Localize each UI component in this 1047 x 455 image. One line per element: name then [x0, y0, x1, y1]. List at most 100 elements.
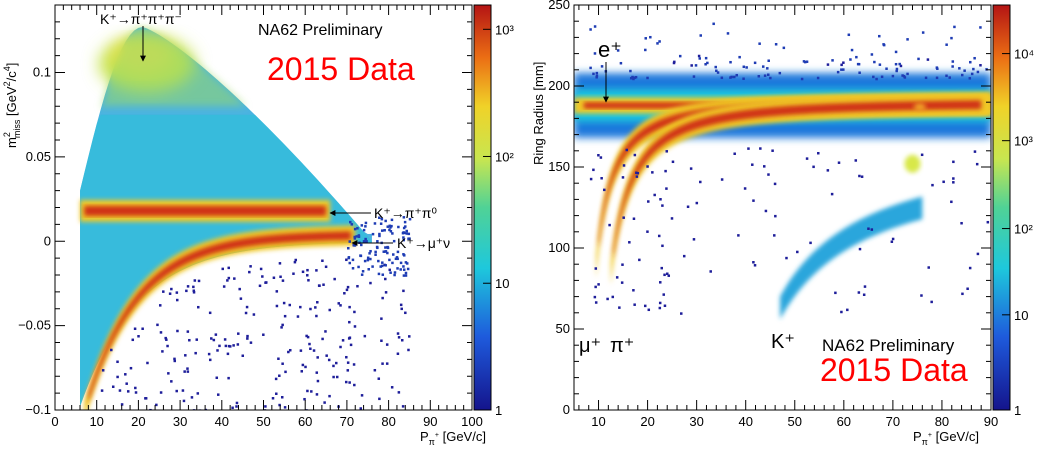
scatter-dot [665, 187, 668, 190]
scatter-dot [315, 371, 319, 374]
scatter-dot [131, 338, 135, 342]
scatter-dot [857, 291, 861, 294]
scatter-dot [968, 266, 972, 270]
scatter-dot [275, 392, 278, 396]
right-frame [573, 4, 992, 411]
annotation-k-3pi: K⁺→π⁺π⁺π⁻ [100, 11, 182, 27]
scatter-dot [659, 198, 662, 201]
scatter-dot [396, 267, 399, 270]
scatter-dot [183, 370, 186, 373]
scatter-dot [658, 306, 662, 310]
scatter-dot [162, 290, 165, 293]
scatter-dot [356, 227, 359, 230]
scatter-dot [397, 391, 401, 394]
scatter-dot [204, 408, 208, 410]
scatter-dot [349, 220, 352, 224]
scatter-dot [175, 389, 178, 393]
scatter-dot [384, 264, 387, 267]
left-ylabel: m2miss [GeV2/c4] [2, 63, 22, 148]
scatter-dot [593, 52, 597, 55]
y-tick-label: 50 [556, 321, 570, 336]
scatter-dot [628, 241, 631, 244]
left-colorbar-ticks: 1 10 10² 10³ [483, 22, 514, 418]
e-plus-spot [913, 103, 926, 112]
scatter-dot [951, 65, 954, 68]
scatter-dot [321, 259, 324, 263]
scatter-dot [345, 258, 348, 262]
scatter-dot [608, 223, 611, 227]
scatter-dot [279, 275, 282, 279]
scatter-dot [292, 272, 295, 275]
scatter-dot [898, 62, 901, 66]
scatter-dot [592, 72, 595, 76]
scatter-dot [401, 231, 405, 235]
left-lower-fill [80, 114, 372, 407]
scatter-dot [858, 71, 861, 75]
y-tick-label: 200 [548, 78, 570, 93]
scatter-dot [647, 200, 650, 203]
scatter-dot [384, 250, 388, 253]
scatter-dot [597, 283, 600, 286]
scatter-dot [948, 76, 951, 79]
scatter-dot [347, 246, 350, 250]
scatter-dot [335, 361, 338, 365]
scatter-dot [353, 227, 357, 231]
scatter-dot [846, 308, 849, 312]
scatter-dot [399, 261, 403, 265]
scatter-dot [315, 269, 318, 272]
scatter-dot [261, 275, 264, 278]
scatter-dot [400, 307, 403, 311]
scatter-dot [258, 284, 262, 288]
scatter-dot [307, 279, 310, 282]
scatter-dot [383, 229, 386, 232]
scatter-dot [356, 284, 359, 288]
scatter-dot [646, 76, 649, 80]
scatter-dot [232, 344, 235, 347]
scatter-dot [837, 161, 841, 164]
right-xlabel: Pπ+ [GeV/c] [913, 429, 979, 447]
scatter-dot [306, 335, 310, 339]
scatter-dot [378, 234, 381, 238]
scatter-dot [393, 273, 396, 277]
scatter-dot [692, 238, 696, 241]
right-heatmap [574, 22, 991, 320]
z-tick-label: 10³ [1014, 134, 1033, 149]
scatter-dot [873, 60, 876, 64]
scatter-dot [849, 58, 852, 61]
x-tick-label: 30 [689, 414, 703, 429]
scatter-dot [280, 326, 283, 329]
scatter-dot [360, 394, 364, 397]
scatter-dot [399, 268, 402, 271]
scatter-dot [226, 279, 229, 282]
scatter-dot [945, 74, 948, 78]
scatter-dot [600, 176, 603, 180]
scatter-dot [973, 150, 977, 153]
scatter-dot [309, 347, 312, 351]
scatter-dot [709, 270, 712, 273]
scatter-dot [120, 403, 124, 406]
scatter-dot [393, 271, 397, 274]
scatter-dot [390, 224, 393, 228]
scatter-dot [771, 149, 774, 152]
scatter-dot [275, 290, 279, 293]
scatter-dot [745, 66, 748, 69]
annotation-pi-plus: π⁺ [610, 335, 634, 357]
scatter-dot [404, 274, 408, 277]
scatter-dot [288, 348, 292, 352]
scatter-dot [629, 69, 632, 73]
scatter-dot [345, 288, 349, 292]
scatter-dot [312, 349, 316, 352]
scatter-dot [729, 76, 732, 79]
scatter-dot [362, 240, 366, 243]
scatter-dot [355, 235, 358, 238]
scatter-dot [274, 377, 278, 381]
scatter-dot [651, 171, 654, 174]
scatter-dot [796, 250, 799, 254]
scatter-dot [216, 349, 219, 352]
scatter-dot [168, 292, 172, 295]
scatter-dot [369, 249, 372, 253]
y-tick-label: −0.05 [18, 318, 51, 333]
scatter-dot [632, 77, 635, 81]
scatter-dot [341, 339, 345, 342]
scatter-dot [224, 344, 228, 348]
